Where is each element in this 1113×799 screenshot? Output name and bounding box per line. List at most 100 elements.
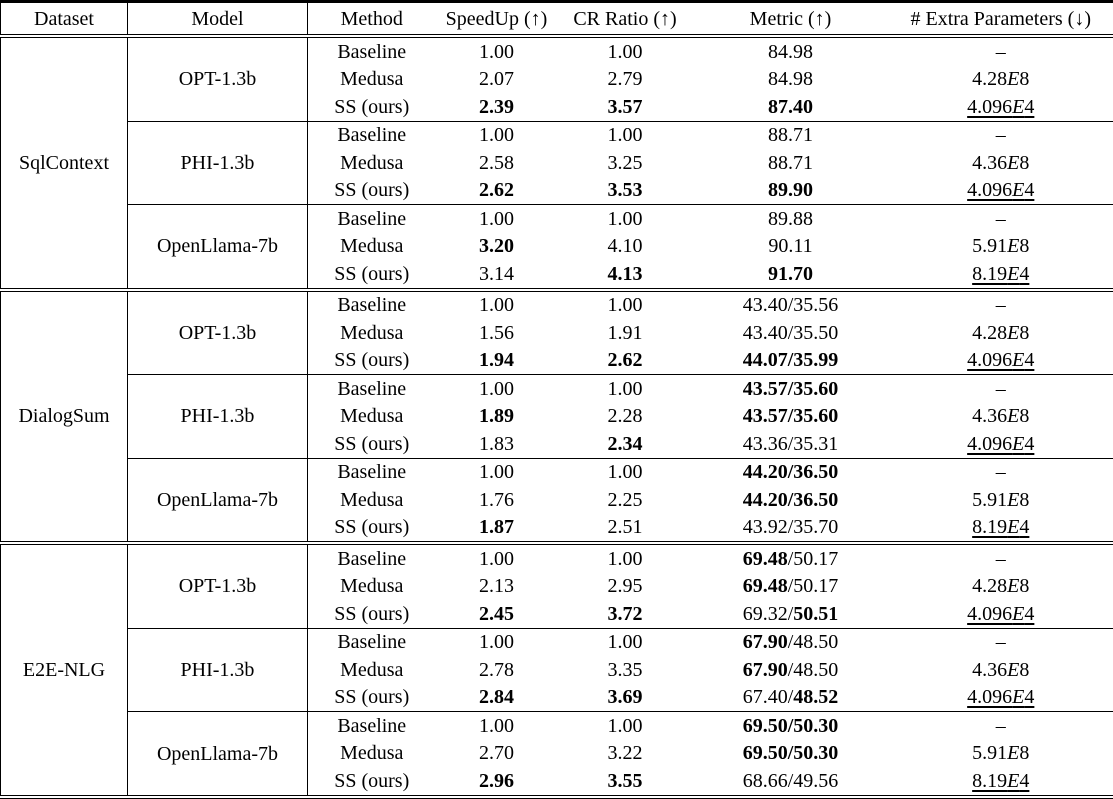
method-cell: SS (ours) [334,95,410,118]
speedup-cell: 3.14 [479,262,514,285]
dataset-cell: DialogSum [0,287,128,544]
model-cell: PHI-1.3b [127,374,308,459]
speedup-cell: 2.96 [479,770,514,793]
extra-params-cell: – [888,34,1113,66]
header-model: Model [127,1,308,38]
table-row: SS (ours) 1.94 2.62 44.07/35.99 4.096E4 [1,347,1113,375]
speedup-cell: 2.13 [479,575,514,598]
table-row: PHI-1.3b Baseline 1.00 1.00 67.90/48.50– [1,627,1113,712]
method-cell: Medusa [340,235,404,258]
extra-params-cell: – [888,204,1113,233]
method-cell: Medusa [340,742,404,765]
method-cell: Baseline [307,34,436,66]
speedup-cell: 2.39 [479,95,514,118]
method-cell: Medusa [340,405,404,428]
method-cell: SS (ours) [334,432,410,455]
table-row: SS (ours) 1.83 2.34 43.36/35.31 4.096E4 [1,430,1113,458]
model-cell: PHI-1.3b [127,120,308,205]
extra-params-cell: 4.096E4 [967,349,1035,372]
method-cell: SS (ours) [334,602,410,625]
metric-cell: 69.32/50.51 [742,602,839,625]
extra-params-cell: – [888,287,1113,320]
dataset-cell: SqlContext [0,34,128,290]
metric-cell: 43.40/35.56 [692,287,889,320]
speedup-cell: 1.00 [435,541,558,573]
table-row: PHI-1.3b Baseline 1.00 1.00 43.57/35.60– [1,374,1113,459]
speedup-cell: 1.94 [479,349,514,372]
cr-ratio-cell: 1.00 [557,374,693,403]
metric-cell: 69.50/50.30 [742,742,839,765]
model-cell: OPT-1.3b [127,541,308,629]
cr-ratio-cell: 4.10 [607,235,643,258]
speedup-cell: 1.00 [435,711,558,740]
speedup-cell: 2.45 [479,602,514,625]
table-body: SqlContext OPT-1.3b Baseline 1.00 1.00 84.98–… [0,33,1113,797]
speedup-cell: 1.76 [479,488,514,511]
metric-cell: 87.40 [768,95,813,118]
table-row: OpenLlama-7b Baseline 1.00 1.00 69.50/50.30– [1,711,1113,797]
method-cell: SS (ours) [334,179,410,202]
model-cell: PHI-1.3b [127,627,308,712]
method-cell: SS (ours) [334,770,410,793]
cr-ratio-cell: 3.72 [607,602,643,625]
method-cell: Baseline [307,627,436,657]
metric-cell: 67.90/48.50 [692,627,889,657]
metric-cell: 84.98 [768,68,813,91]
method-cell: Baseline [307,711,436,740]
header-extra-params: # Extra Parameters (↓) [888,1,1113,38]
table-row: Medusa 1.76 2.25 44.20/36.50 5.91E8 [1,486,1113,514]
model-cell: OpenLlama-7b [127,204,308,290]
extra-params-cell: – [888,541,1113,573]
method-cell: SS (ours) [334,349,410,372]
method-cell: Baseline [307,457,436,487]
metric-cell: 43.36/35.31 [742,432,839,455]
speedup-cell: 1.89 [479,405,514,428]
model-cell: OPT-1.3b [127,33,308,122]
table-row: SS (ours) 2.62 3.53 89.90 4.096E4 [1,177,1113,205]
speedup-cell: 2.62 [479,179,514,202]
table-row: Medusa 3.20 4.10 90.11 5.91E8 [1,233,1113,261]
metric-cell: 43.57/35.60 [692,374,889,403]
header-dataset: Dataset [0,1,128,38]
extra-params-cell: 4.28E8 [972,575,1030,598]
cr-ratio-cell: 2.95 [607,575,643,598]
table-row: Medusa 2.58 3.25 88.71 4.36E8 [1,149,1113,177]
speedup-cell: 2.84 [479,686,514,709]
metric-cell: 88.71 [692,120,889,150]
method-cell: Baseline [307,541,436,573]
speedup-cell: 1.83 [479,432,514,455]
speedup-cell: 2.58 [479,151,514,174]
cr-ratio-cell: 3.55 [607,770,643,793]
extra-params-cell: 5.91E8 [972,235,1030,258]
extra-params-cell: 8.19E4 [972,770,1030,793]
cr-ratio-cell: 1.00 [557,34,693,66]
extra-params-cell: 4.096E4 [967,95,1035,118]
extra-params-cell: 4.36E8 [972,151,1030,174]
metric-cell: 43.57/35.60 [742,405,839,428]
extra-params-cell: – [888,374,1113,403]
extra-params-cell: – [888,457,1113,487]
metric-cell: 90.11 [768,235,813,258]
cr-ratio-cell: 1.00 [557,711,693,740]
cr-ratio-cell: 2.25 [607,488,643,511]
dataset-cell: E2E-NLG [0,541,128,797]
cr-ratio-cell: 3.53 [607,179,643,202]
extra-params-cell: 4.096E4 [967,179,1035,202]
extra-params-cell: 5.91E8 [972,488,1030,511]
speedup-cell: 1.87 [479,516,514,539]
table-row: Medusa 2.13 2.95 69.48/50.17 4.28E8 [1,573,1113,601]
extra-params-cell: 4.28E8 [972,321,1030,344]
metric-cell: 67.40/48.52 [742,686,839,709]
extra-params-cell: 8.19E4 [972,262,1030,285]
cr-ratio-cell: 2.62 [607,349,643,372]
cr-ratio-cell: 3.25 [607,151,643,174]
speedup-cell: 1.00 [435,287,558,320]
method-cell: Medusa [340,658,404,681]
method-cell: Medusa [340,321,404,344]
header-row: Dataset Model Method SpeedUp (↑) CR Rati… [0,1,1113,38]
cr-ratio-cell: 1.00 [557,627,693,657]
metric-cell: 89.88 [692,204,889,233]
method-cell: SS (ours) [334,516,410,539]
